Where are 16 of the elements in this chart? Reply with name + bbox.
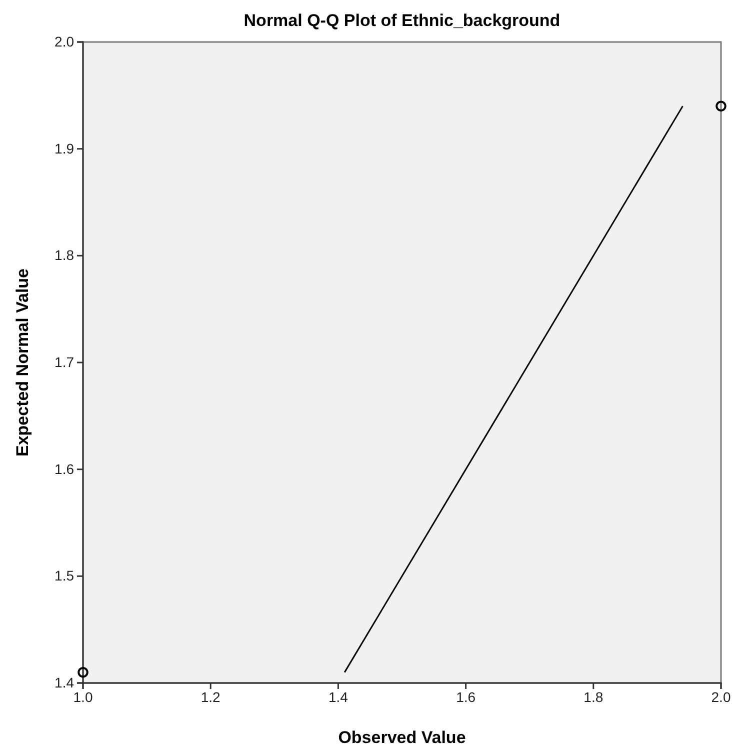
x-tick-label: 2.0	[711, 688, 731, 705]
chart-title: Normal Q-Q Plot of Ethnic_background	[244, 11, 560, 30]
y-tick-label: 1.5	[54, 568, 74, 584]
y-tick-label: 2.0	[54, 33, 74, 50]
y-tick-label: 1.7	[54, 354, 74, 370]
y-tick-label: 1.9	[54, 140, 74, 156]
x-tick-label: 1.0	[73, 688, 93, 705]
x-axis-title: Observed Value	[338, 728, 466, 747]
y-tick-label: 1.4	[54, 674, 74, 690]
x-tick-label: 1.6	[456, 688, 476, 705]
x-tick-label: 1.2	[200, 688, 221, 705]
y-tick-label: 1.8	[54, 247, 74, 264]
y-axis-title: Expected Normal Value	[13, 268, 32, 457]
x-tick-label: 1.4	[328, 688, 348, 705]
y-tick-label: 1.6	[54, 460, 74, 477]
x-tick-label: 1.8	[584, 688, 604, 705]
